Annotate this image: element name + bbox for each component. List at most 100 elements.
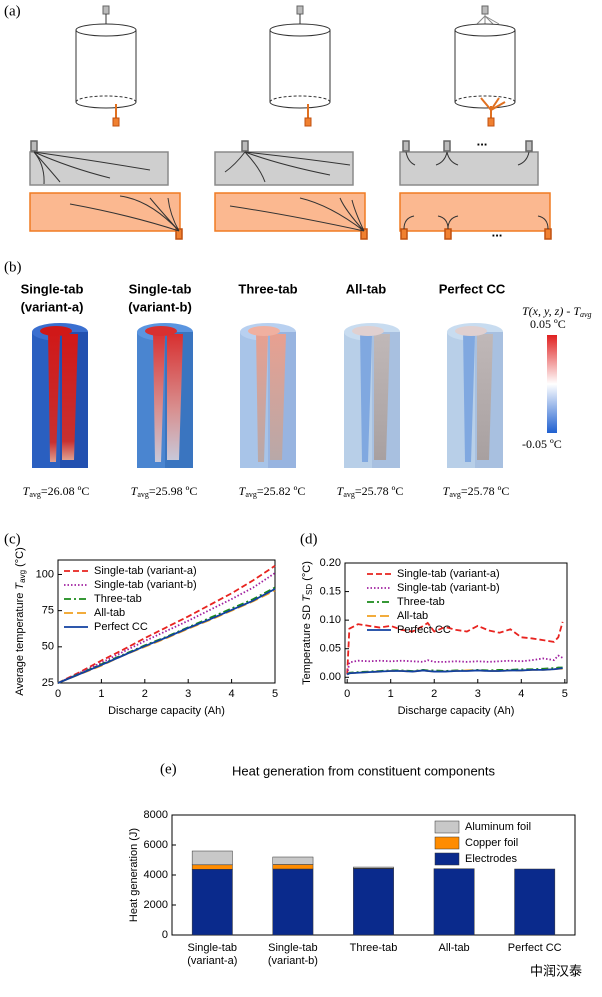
subscript: avg: [137, 490, 149, 499]
text-part: Average temperature: [14, 590, 26, 696]
subscript: avg: [245, 490, 257, 499]
y-tick-label: 100: [36, 568, 54, 580]
cylinder-diagram: [75, 5, 516, 127]
y-tick-label: 0.10: [320, 614, 341, 626]
bar-segment: [191, 864, 233, 870]
watermark: 中润汉泰: [530, 963, 582, 978]
legend-label: Single-tab (variant-b): [397, 582, 500, 594]
render-title: (variant-b): [128, 299, 192, 314]
x-tick-label: 2: [431, 688, 437, 700]
series-line: [346, 667, 563, 676]
x-axis-label: Discharge capacity (Ah): [398, 705, 515, 717]
x-tick-label: (variant-b): [268, 955, 318, 967]
x-tick-label: 1: [388, 688, 394, 700]
legend-label: Three-tab: [397, 596, 445, 608]
average-temperature: Tavg=25.82 ºC: [239, 484, 306, 499]
y-tick-label: 4000: [144, 869, 168, 881]
y-tick-label: 8000: [144, 809, 168, 821]
legend-label: Perfect CC: [397, 624, 451, 636]
text-part: =25.82 ºC: [257, 484, 306, 498]
x-tick-label: 5: [562, 688, 568, 700]
x-tick-label: Single-tab: [268, 942, 318, 954]
y-tick-label: 2000: [144, 899, 168, 911]
subscript: avg: [18, 570, 27, 583]
average-temperature: Tavg=25.98 ºC: [131, 484, 198, 499]
subscript: avg: [29, 490, 41, 499]
y-tick-label: 0.05: [320, 643, 341, 655]
series-line: [57, 565, 276, 684]
y-axis-label: Heat generation (J): [128, 828, 140, 922]
symbol: T: [23, 484, 31, 498]
text-part: T(x, y, z) - T: [522, 304, 581, 318]
plot-frame: [344, 562, 568, 684]
legend-label: Perfect CC: [94, 621, 148, 633]
x-tick-label: 0: [55, 688, 61, 700]
text-part: =25.78 ºC: [461, 484, 510, 498]
y-tick-label: 0.15: [320, 585, 341, 597]
colorbar-label: -0.05 ºC: [522, 437, 562, 451]
panel-label: (d): [300, 531, 318, 547]
render-title: Single-tab: [129, 281, 192, 296]
average-temperature: Tavg=25.78 ºC: [337, 484, 404, 499]
colorbar: [547, 335, 557, 433]
render-title: Single-tab: [21, 281, 84, 296]
y-axis-label: Average temperature Tavg (°C): [14, 547, 27, 696]
average-temperature: Tavg=25.78 ºC: [443, 484, 510, 499]
y-tick-label: 0: [162, 929, 168, 941]
subscript: avg: [449, 490, 461, 499]
panel-label: (b): [4, 259, 22, 275]
subscript: avg: [580, 310, 592, 319]
x-tick-label: 4: [518, 688, 524, 700]
panel-label: (a): [4, 3, 21, 19]
x-tick-label: Perfect CC: [508, 942, 562, 954]
bar-segment: [191, 869, 233, 936]
text-part: (°C): [301, 561, 313, 584]
subscript: SD: [305, 584, 314, 595]
x-tick-label: All-tab: [439, 942, 470, 954]
symbol: T: [239, 484, 247, 498]
chart-title: Heat generation from constituent compone…: [232, 763, 496, 778]
legend-label: Single-tab (variant-b): [94, 579, 197, 591]
series-line: [57, 586, 276, 684]
x-axis-label: Discharge capacity (Ah): [108, 705, 225, 717]
x-tick-label: 3: [185, 688, 191, 700]
x-tick-label: 0: [344, 688, 350, 700]
subscript: avg: [343, 490, 355, 499]
legend-label: Three-tab: [94, 593, 142, 605]
bar-segment: [191, 850, 233, 866]
legend-label: Single-tab (variant-a): [397, 568, 500, 580]
legend-label: Copper foil: [465, 837, 518, 849]
colorbar-label: 0.05 ºC: [530, 317, 566, 331]
temperature-render: [32, 323, 503, 468]
ellipsis: ...: [477, 133, 488, 148]
panel-label: (c): [4, 531, 21, 547]
legend-swatch: [434, 836, 460, 850]
bar-segment: [353, 866, 394, 869]
series-line: [57, 572, 276, 684]
render-title: All-tab: [346, 281, 387, 296]
average-temperature: Tavg=26.08 ºC: [23, 484, 90, 499]
y-tick-label: 50: [42, 641, 54, 653]
legend-label: Single-tab (variant-a): [94, 565, 197, 577]
y-tick-label: 6000: [144, 839, 168, 851]
y-tick-label: 0.20: [320, 557, 341, 569]
x-tick-label: 5: [272, 688, 278, 700]
ellipsis: ...: [492, 224, 503, 239]
legend-swatch: [434, 852, 460, 866]
symbol: T: [443, 484, 451, 498]
legend-label: Aluminum foil: [465, 821, 531, 833]
render-title: Three-tab: [238, 281, 297, 296]
x-tick-label: 2: [142, 688, 148, 700]
series-line: [57, 588, 276, 684]
y-tick-label: 25: [42, 677, 54, 689]
series-line: [346, 621, 564, 675]
x-tick-label: 4: [229, 688, 235, 700]
symbol: T: [301, 594, 313, 602]
bar-segment: [272, 868, 314, 936]
x-tick-label: Three-tab: [350, 942, 398, 954]
y-tick-label: 75: [42, 605, 54, 617]
bar-segment: [272, 856, 314, 865]
bar-segment: [514, 868, 556, 936]
symbol: T: [337, 484, 345, 498]
